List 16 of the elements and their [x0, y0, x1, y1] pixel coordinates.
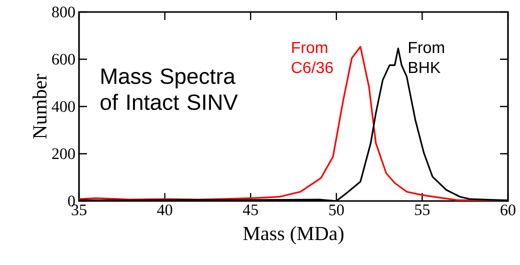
y-axis-title: Number — [32, 74, 47, 139]
x-tick-label: 55 — [415, 204, 430, 216]
x-tick-label: 45 — [242, 204, 258, 216]
x-tick-label: 60 — [500, 204, 516, 216]
y-tick-label: 0 — [68, 196, 75, 206]
x-axis-title: Mass (MDa) — [243, 226, 344, 244]
y-tick-label: 800 — [52, 6, 75, 18]
x-tick-label: 40 — [157, 204, 172, 216]
y-tick-label: 600 — [52, 54, 75, 65]
y-tick-label: 200 — [52, 148, 75, 160]
series-label: From C6/36 — [292, 42, 333, 74]
x-tick-label: 50 — [329, 204, 344, 216]
text: Mass Spectra of Intact SINV — [100, 68, 238, 110]
series-label: From BHK — [409, 42, 444, 74]
y-tick-label: 400 — [52, 101, 75, 112]
x-tick-label: 35 — [72, 204, 86, 216]
